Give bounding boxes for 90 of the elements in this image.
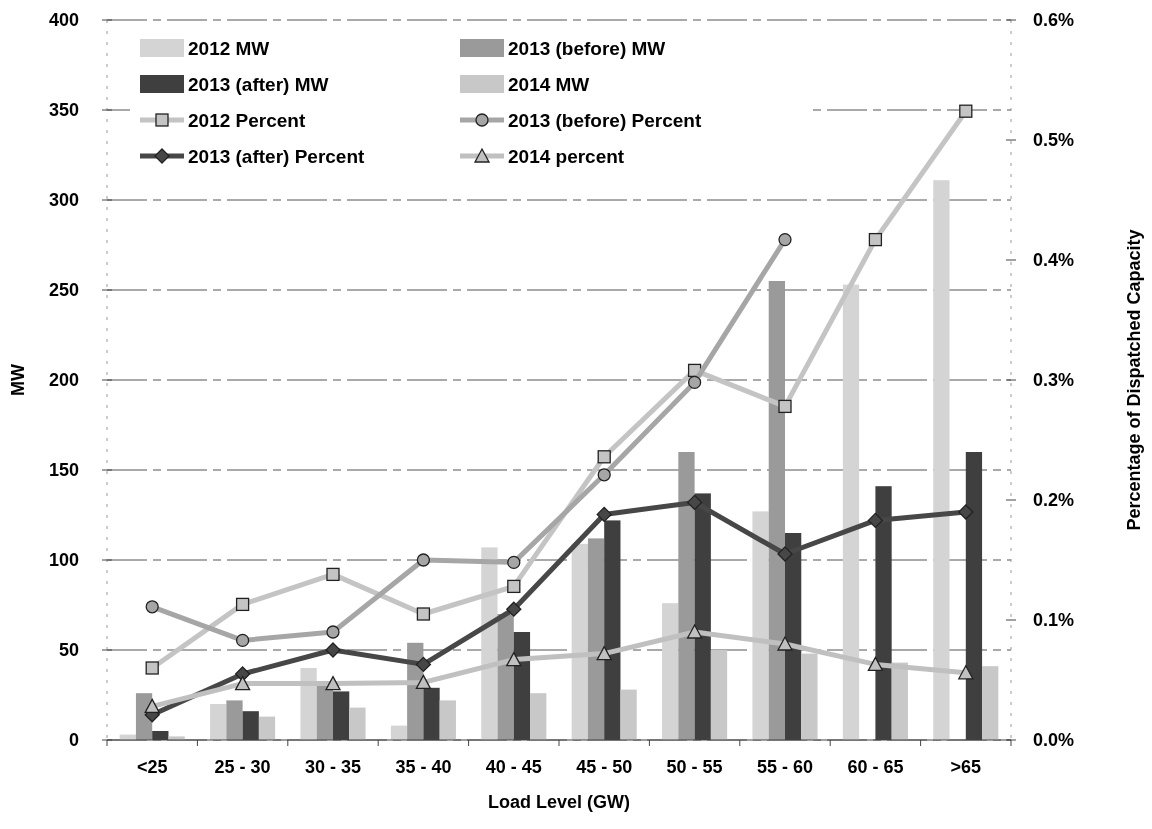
y2-tick-label: 0.4%: [1033, 250, 1075, 270]
legend-label: 2013 (before) Percent: [508, 110, 702, 131]
point: [778, 399, 792, 414]
y-tick-label: 250: [48, 280, 79, 300]
point: [416, 607, 431, 621]
bar: [768, 281, 785, 740]
x-tick-label: 55 - 60: [756, 757, 814, 777]
point: [868, 232, 883, 247]
bar: [300, 668, 317, 740]
point: [686, 494, 703, 511]
x-tick-label: >65: [950, 757, 982, 777]
legend-label: 2014 MW: [508, 74, 590, 95]
x-tick-label: <25: [136, 757, 168, 777]
bar: [571, 543, 588, 740]
point: [144, 698, 160, 714]
y2-tick-label: 0.6%: [1033, 10, 1075, 30]
point: [415, 656, 432, 673]
x-tick-label: 50 - 55: [666, 757, 723, 777]
point: [415, 674, 432, 690]
bar: [210, 704, 227, 740]
y2-tick-label: 0.0%: [1033, 730, 1075, 750]
bar: [587, 538, 605, 740]
legend-label: 2012 Percent: [188, 110, 306, 131]
x-tick-label: 45 - 50: [576, 757, 633, 777]
x-tick-label: 40 - 45: [485, 757, 542, 777]
point: [326, 625, 340, 639]
bar: [662, 603, 679, 740]
point: [507, 579, 521, 594]
point: [958, 504, 974, 520]
y-tick-label: 0: [68, 730, 79, 750]
point: [778, 232, 792, 247]
point: [235, 633, 250, 648]
point: [326, 567, 340, 582]
y2-axis-title: Percentage of Dispatched Capacity: [1124, 229, 1144, 531]
point: [777, 546, 793, 562]
y2-tick-label: 0.2%: [1033, 490, 1075, 510]
legend-label: 2013 (before) MW: [508, 38, 666, 59]
x-axis-title: Load Level (GW): [487, 792, 631, 812]
bar: [226, 700, 243, 740]
y-tick-label: 350: [48, 100, 79, 120]
point: [958, 665, 974, 680]
point: [686, 624, 703, 639]
x-tick-label: 25 - 30: [214, 757, 271, 777]
point: [867, 656, 884, 672]
y-tick-label: 300: [48, 190, 79, 210]
bar: [842, 284, 860, 740]
point: [507, 555, 521, 570]
y-tick-label: 400: [48, 10, 79, 30]
y-axis-title: MW: [8, 364, 28, 396]
bar: [933, 180, 950, 740]
bar: [678, 452, 695, 740]
bar: [349, 707, 366, 740]
point: [145, 661, 159, 675]
point: [597, 468, 611, 482]
point: [597, 450, 611, 464]
bar: [982, 666, 999, 740]
point: [325, 675, 341, 691]
x-tick-label: 60 - 65: [847, 757, 904, 777]
point: [867, 512, 884, 529]
bar: [530, 693, 547, 740]
x-tick-label: 30 - 35: [304, 757, 362, 777]
y-tick-label: 50: [58, 640, 79, 660]
point: [235, 597, 250, 612]
y-tick-label: 150: [48, 460, 79, 480]
legend-label: 2014 percent: [508, 146, 625, 167]
bar: [710, 650, 728, 740]
bar: [439, 700, 456, 740]
legend-label: 2013 (after) Percent: [188, 146, 366, 167]
point: [325, 642, 341, 658]
point: [416, 553, 431, 567]
point: [506, 601, 522, 617]
legend-label: 2012 MW: [188, 38, 270, 59]
legend-label: 2013 (after) MW: [188, 74, 329, 95]
y-tick-label: 200: [48, 370, 79, 390]
point: [234, 675, 251, 691]
x-tick-label: 35 - 40: [395, 757, 452, 777]
y-tick-label: 100: [48, 550, 79, 570]
point: [687, 375, 702, 390]
bar: [258, 716, 276, 740]
y2-tick-label: 0.5%: [1033, 130, 1075, 150]
point: [596, 506, 612, 523]
bar: [620, 689, 637, 740]
point: [777, 636, 793, 651]
point: [506, 651, 522, 667]
y2-tick-label: 0.1%: [1033, 610, 1075, 630]
point: [959, 104, 973, 118]
bar: [752, 511, 769, 740]
point: [596, 645, 612, 661]
y2-tick-label: 0.3%: [1033, 370, 1075, 390]
point: [145, 600, 159, 614]
